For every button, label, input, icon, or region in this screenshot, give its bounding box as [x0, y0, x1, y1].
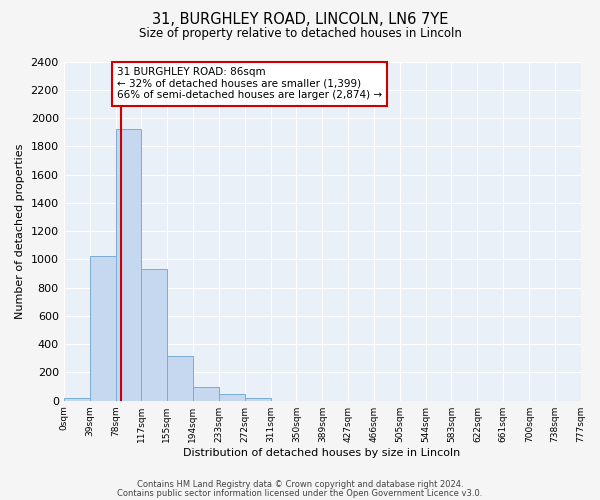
Text: 31 BURGHLEY ROAD: 86sqm
← 32% of detached houses are smaller (1,399)
66% of semi: 31 BURGHLEY ROAD: 86sqm ← 32% of detache… — [117, 67, 382, 100]
Text: Size of property relative to detached houses in Lincoln: Size of property relative to detached ho… — [139, 28, 461, 40]
Bar — [167, 356, 193, 401]
Text: 31, BURGHLEY ROAD, LINCOLN, LN6 7YE: 31, BURGHLEY ROAD, LINCOLN, LN6 7YE — [152, 12, 448, 28]
Bar — [245, 398, 271, 400]
Bar — [89, 256, 116, 400]
Bar — [142, 270, 167, 400]
Bar — [64, 398, 89, 400]
X-axis label: Distribution of detached houses by size in Lincoln: Distribution of detached houses by size … — [184, 448, 461, 458]
Y-axis label: Number of detached properties: Number of detached properties — [15, 144, 25, 319]
Bar — [218, 394, 245, 400]
Text: Contains public sector information licensed under the Open Government Licence v3: Contains public sector information licen… — [118, 488, 482, 498]
Bar — [116, 130, 142, 400]
Bar — [193, 386, 218, 400]
Text: Contains HM Land Registry data © Crown copyright and database right 2024.: Contains HM Land Registry data © Crown c… — [137, 480, 463, 489]
